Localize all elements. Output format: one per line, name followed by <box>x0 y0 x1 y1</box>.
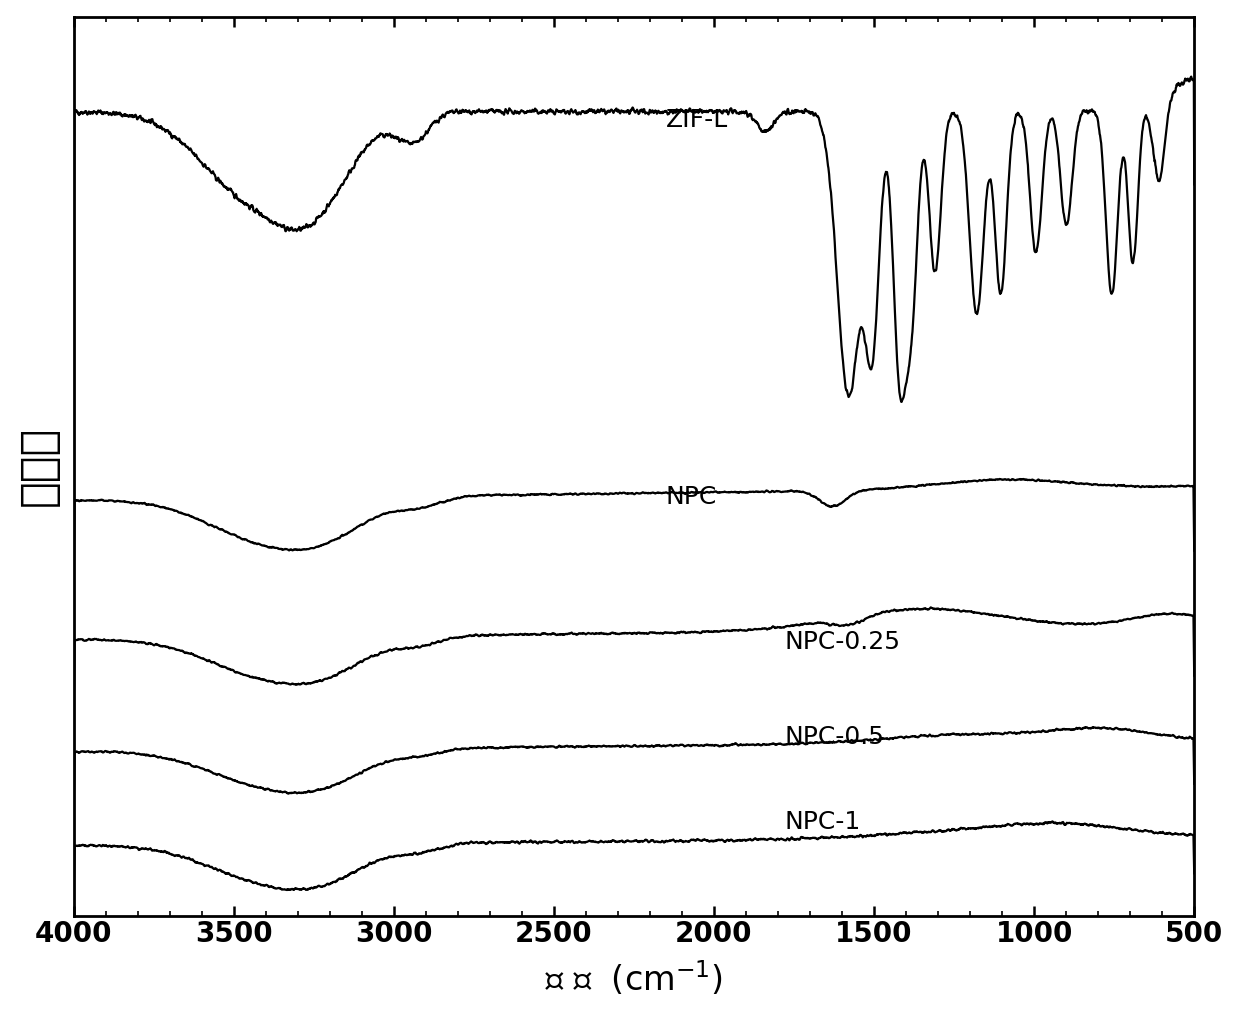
Text: NPC: NPC <box>666 485 717 509</box>
Text: NPC-1: NPC-1 <box>785 810 861 834</box>
Y-axis label: 透射比: 透射比 <box>16 426 60 506</box>
Text: ZIF-L: ZIF-L <box>666 109 728 132</box>
Text: NPC-0.5: NPC-0.5 <box>785 725 884 749</box>
Text: NPC-0.25: NPC-0.25 <box>785 630 900 655</box>
X-axis label: 波 长  (cm$^{-1}$): 波 长 (cm$^{-1}$) <box>546 959 723 999</box>
